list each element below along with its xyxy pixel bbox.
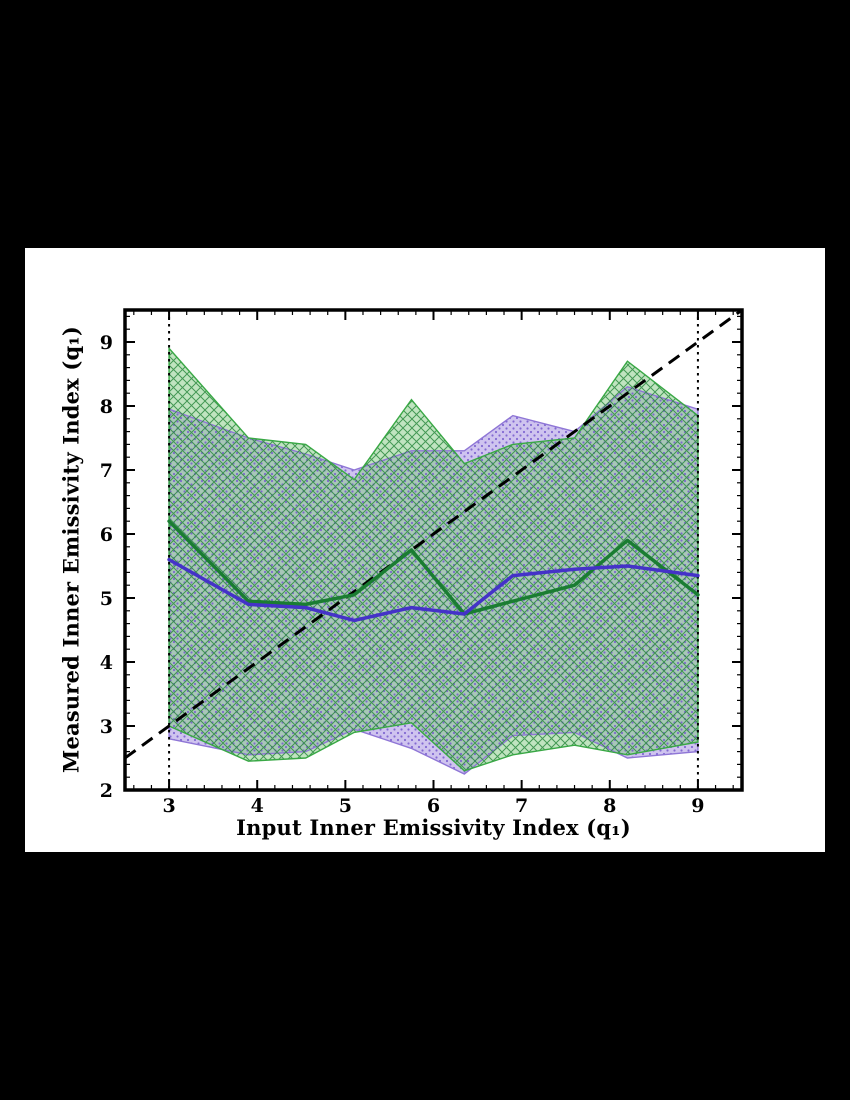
x-tick-label: 9 (691, 795, 704, 817)
y-tick-label: 6 (100, 524, 113, 546)
y-tick-label: 5 (100, 588, 113, 610)
y-tick-label: 7 (100, 460, 113, 482)
x-axis-label: Input Inner Emissivity Index (q₁) (236, 815, 631, 840)
axes-frame: 3 4 5 6 7 8 9 2 3 4 5 6 7 8 9 (100, 308, 744, 817)
y-tick-label: 3 (100, 716, 113, 738)
identity-line (125, 310, 742, 760)
x-tick-label: 8 (603, 795, 616, 817)
plot-area: 3 4 5 6 7 8 9 2 3 4 5 6 7 8 9 (100, 308, 744, 817)
x-tick-label: 3 (162, 795, 175, 817)
x-tick-label: 7 (515, 795, 528, 817)
x-tick-label: 6 (427, 795, 440, 817)
y-tick-label: 4 (100, 652, 113, 674)
y-tick-label: 8 (100, 396, 113, 418)
x-tick-label: 4 (251, 795, 264, 817)
y-tick-label: 2 (100, 780, 113, 802)
x-tick-label: 5 (339, 795, 352, 817)
figure-panel: 3 4 5 6 7 8 9 2 3 4 5 6 7 8 9 Input Inner Emissivity I… (25, 248, 825, 852)
purple-median-line (167, 557, 700, 623)
green-band-pattern (168, 346, 699, 772)
plot-content (125, 310, 742, 790)
y-axis-label: Measured Inner Emissivity Index (q₁) (58, 326, 84, 774)
green-median-line (167, 519, 700, 616)
y-tick-label: 9 (100, 332, 113, 354)
